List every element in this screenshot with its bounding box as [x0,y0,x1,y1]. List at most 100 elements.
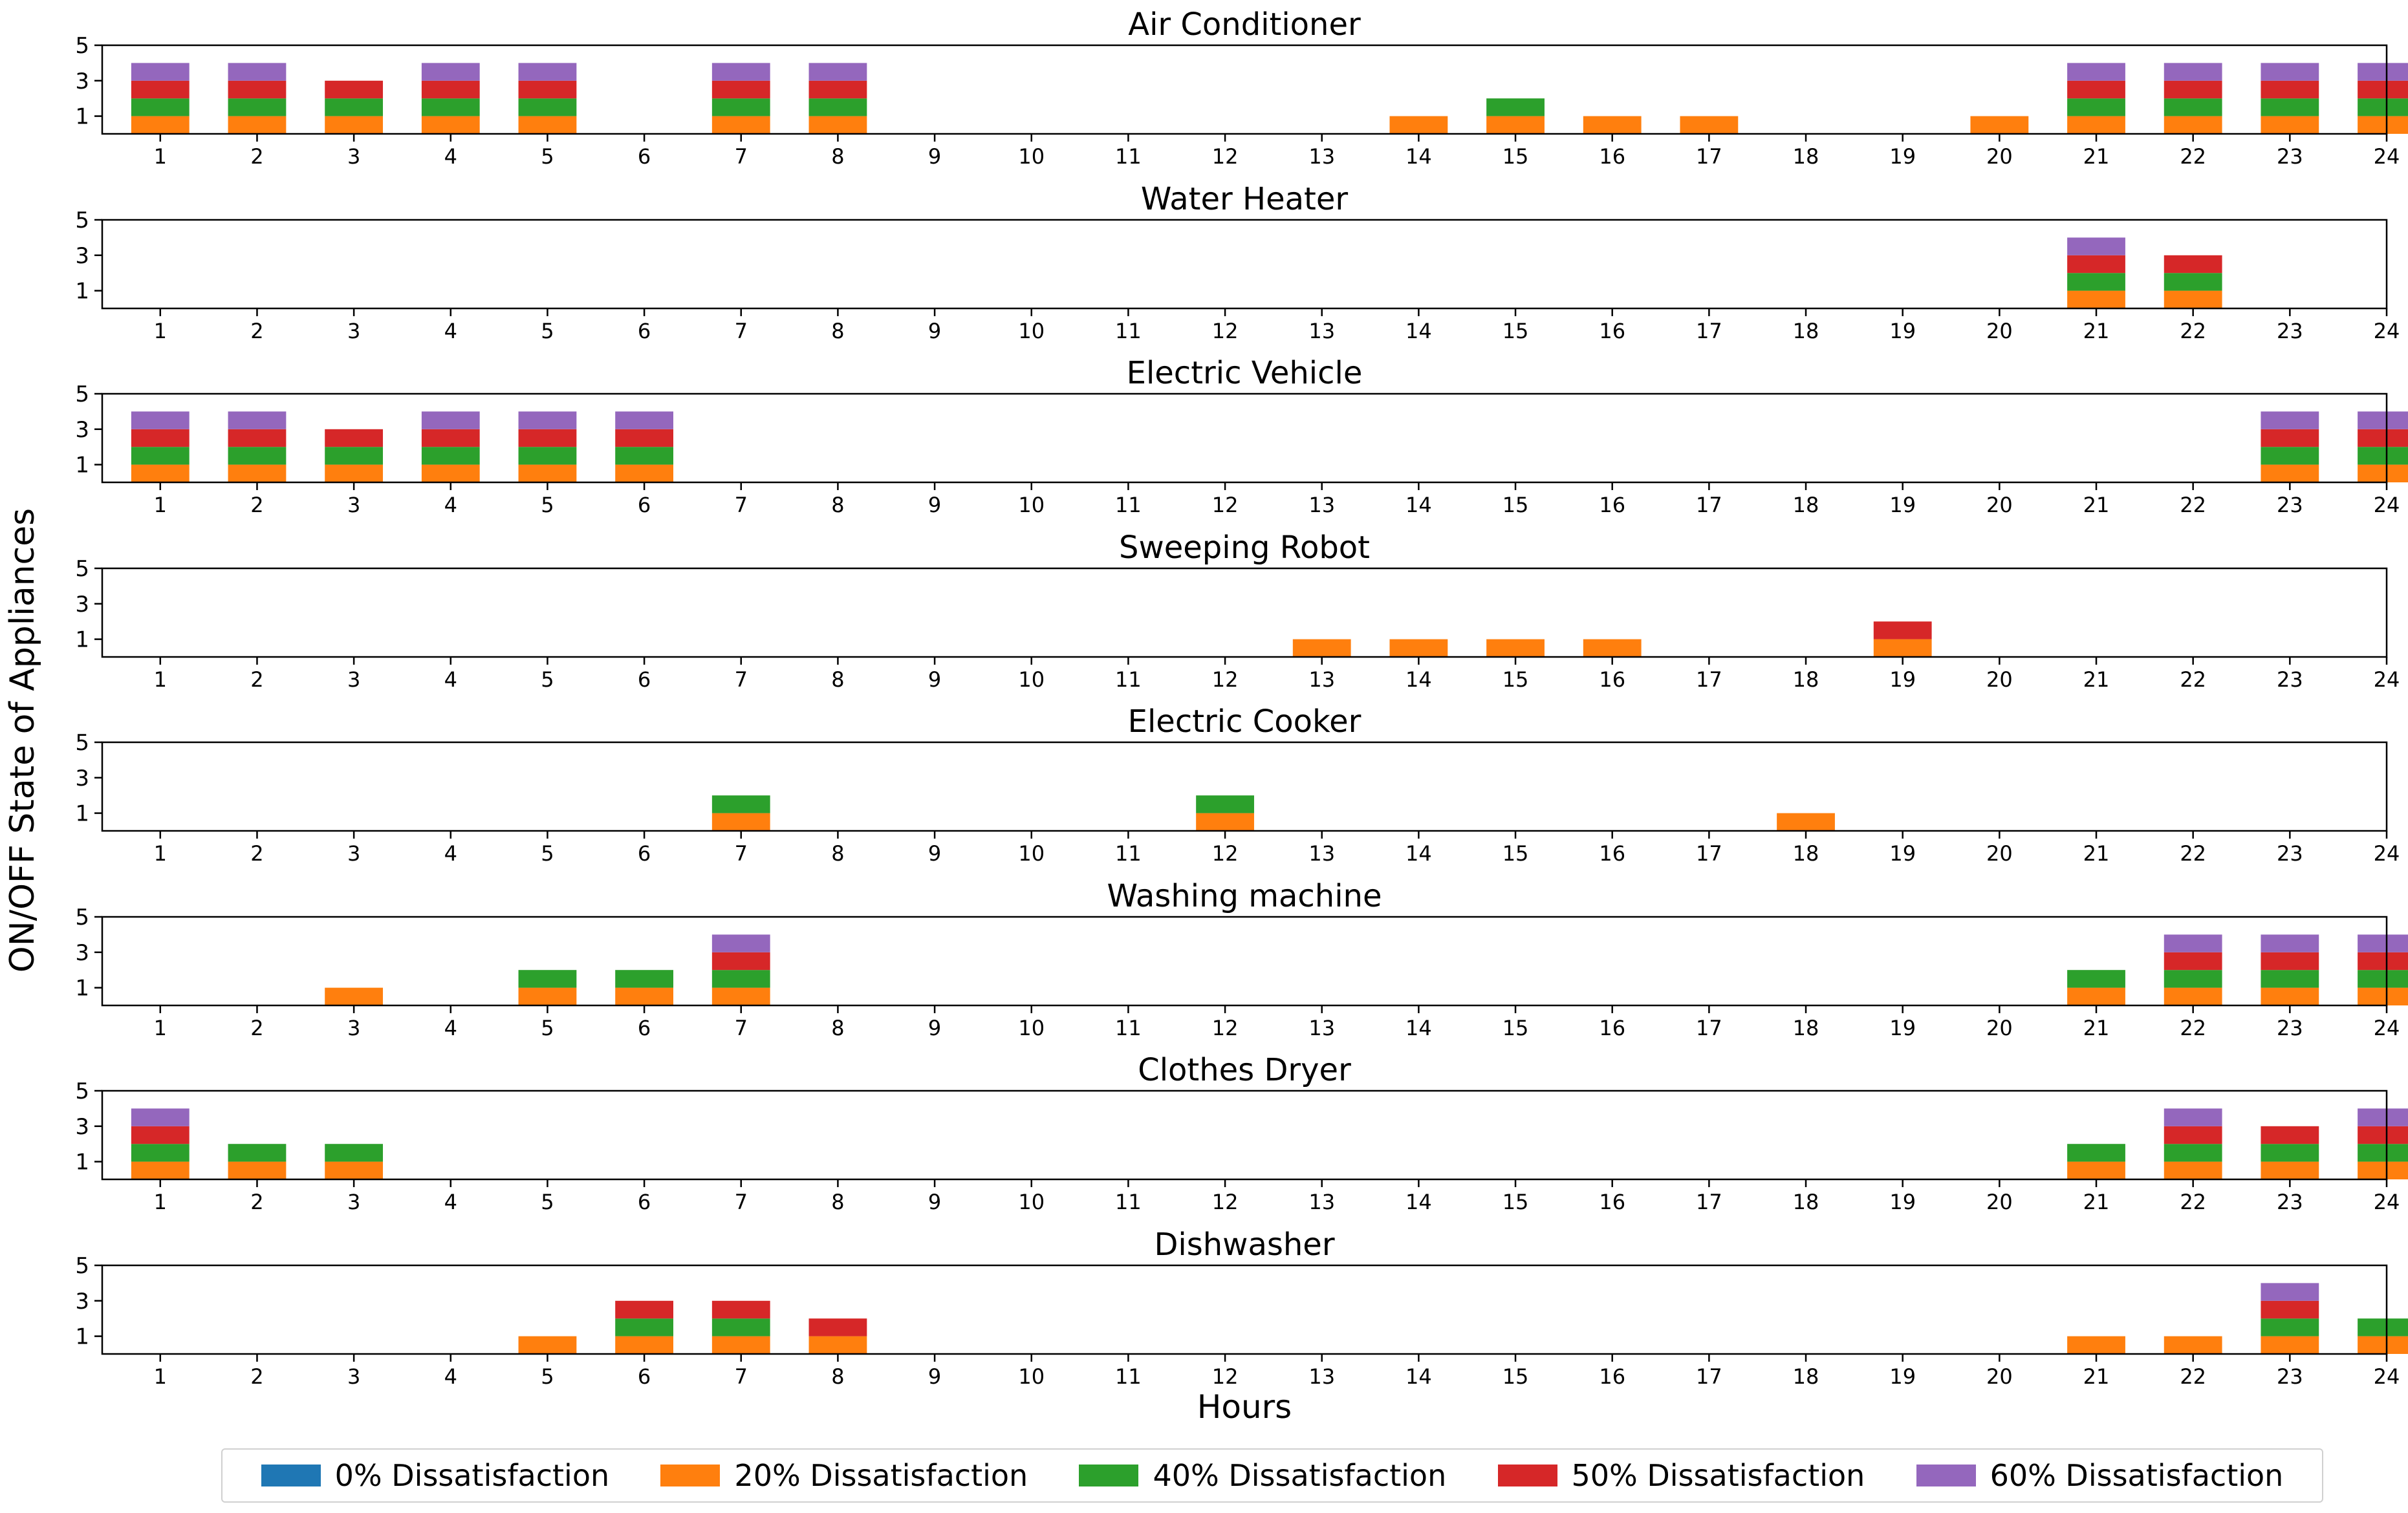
x-tick-label-clothes-dryer-10: 10 [1018,1190,1045,1214]
bar-air-conditioner-h24-50pct [2358,80,2408,99]
bar-sweeping-robot-h19-50pct [1873,621,1932,639]
bar-electric-cooker-h7-40pct [711,795,770,813]
bar-clothes-dryer-h24-60pct [2358,1108,2408,1126]
bar-dishwasher-h7-50pct [711,1300,770,1319]
bar-washing-machine-h23-40pct [2261,970,2319,988]
bar-washing-machine-h22-60pct [2164,934,2222,952]
x-tick-label-air-conditioner-5: 5 [541,144,554,169]
x-tick-label-washing-machine-21: 21 [2083,1016,2110,1040]
x-tick-label-water-heater-24: 24 [2374,319,2400,343]
x-tick-label-clothes-dryer-16: 16 [1599,1190,1625,1214]
x-tick-label-water-heater-15: 15 [1502,319,1529,343]
panel-title-water-heater: Water Heater [1141,181,1349,217]
legend-swatch-40pct [1079,1465,1139,1486]
x-tick-label-clothes-dryer-13: 13 [1308,1190,1335,1214]
bar-air-conditioner-h15-40pct [1486,98,1545,116]
x-tick-label-water-heater-16: 16 [1599,319,1625,343]
bar-electric-vehicle-h1-60pct [131,411,190,429]
legend-item-60pct: 60% Dissatisfaction [1916,1458,2283,1493]
bar-clothes-dryer-h23-20pct [2261,1161,2319,1179]
x-tick-label-dishwasher-19: 19 [1889,1364,1916,1389]
bar-air-conditioner-h21-50pct [2067,80,2125,99]
bar-air-conditioner-h23-20pct [2261,116,2319,134]
bar-washing-machine-h7-60pct [711,934,770,952]
y-tick-label-air-conditioner-3: 3 [75,69,89,94]
x-tick-label-dishwasher-9: 9 [928,1364,941,1389]
x-tick-label-clothes-dryer-4: 4 [444,1190,457,1214]
bar-electric-vehicle-h3-50pct [325,429,384,447]
x-tick-label-electric-vehicle-5: 5 [541,493,554,517]
bar-clothes-dryer-h22-60pct [2164,1108,2222,1126]
x-tick-label-electric-cooker-11: 11 [1115,841,1142,866]
x-tick-label-washing-machine-14: 14 [1405,1016,1432,1040]
x-tick-label-air-conditioner-14: 14 [1405,144,1432,169]
y-tick-label-clothes-dryer-1: 1 [75,1150,89,1175]
bar-electric-vehicle-h6-40pct [615,447,673,465]
y-tick-label-water-heater-3: 3 [75,243,89,269]
x-tick-label-air-conditioner-13: 13 [1308,144,1335,169]
x-tick-label-clothes-dryer-2: 2 [250,1190,263,1214]
x-tick-label-water-heater-12: 12 [1212,319,1239,343]
x-tick-label-dishwasher-22: 22 [2180,1364,2206,1389]
bar-air-conditioner-h21-40pct [2067,98,2125,116]
bar-electric-vehicle-h6-20pct [615,464,673,482]
x-tick-label-electric-vehicle-10: 10 [1018,493,1045,517]
legend-label-50pct: 50% Dissatisfaction [1571,1458,1865,1493]
bar-clothes-dryer-h1-60pct [131,1108,190,1126]
x-tick-label-electric-cooker-17: 17 [1696,841,1722,866]
y-tick-label-washing-machine-1: 1 [75,976,89,1002]
x-tick-label-air-conditioner-16: 16 [1599,144,1625,169]
x-tick-label-washing-machine-13: 13 [1308,1016,1335,1040]
panel-title-washing-machine: Washing machine [1107,878,1382,914]
bar-sweeping-robot-h15-20pct [1486,639,1545,657]
x-tick-label-water-heater-2: 2 [250,319,263,343]
x-tick-label-air-conditioner-3: 3 [347,144,360,169]
bar-washing-machine-h21-40pct [2067,970,2125,988]
x-tick-label-washing-machine-11: 11 [1115,1016,1142,1040]
bar-air-conditioner-h2-40pct [228,98,287,116]
x-tick-label-sweeping-robot-19: 19 [1889,667,1916,692]
bar-clothes-dryer-h1-20pct [131,1161,190,1179]
bar-air-conditioner-h1-60pct [131,63,190,81]
y-tick-label-clothes-dryer-3: 3 [75,1114,89,1140]
x-tick-label-electric-cooker-7: 7 [735,841,748,866]
x-tick-label-water-heater-19: 19 [1889,319,1916,343]
x-tick-label-air-conditioner-11: 11 [1115,144,1142,169]
bar-electric-vehicle-h24-60pct [2358,411,2408,429]
x-tick-label-air-conditioner-2: 2 [250,144,263,169]
x-tick-label-electric-vehicle-15: 15 [1502,493,1529,517]
bar-water-heater-h21-60pct [2067,237,2125,255]
bar-water-heater-h21-20pct [2067,290,2125,308]
x-tick-label-sweeping-robot-3: 3 [347,667,360,692]
bar-air-conditioner-h4-40pct [421,98,480,116]
bar-air-conditioner-h24-60pct [2358,63,2408,81]
bar-washing-machine-h7-50pct [711,952,770,971]
bar-electric-vehicle-h24-40pct [2358,447,2408,465]
x-tick-label-washing-machine-10: 10 [1018,1016,1045,1040]
bar-electric-vehicle-h24-20pct [2358,464,2408,482]
bar-electric-cooker-h18-20pct [1777,813,1835,831]
x-tick-label-sweeping-robot-17: 17 [1696,667,1722,692]
x-tick-label-sweeping-robot-12: 12 [1212,667,1239,692]
bar-air-conditioner-h7-40pct [711,98,770,116]
bar-washing-machine-h3-20pct [325,987,384,1005]
x-tick-label-air-conditioner-15: 15 [1502,144,1529,169]
bar-electric-vehicle-h5-40pct [518,447,577,465]
bar-washing-machine-h23-50pct [2261,952,2319,971]
bar-electric-vehicle-h23-20pct [2261,464,2319,482]
x-tick-label-air-conditioner-21: 21 [2083,144,2110,169]
x-tick-label-electric-cooker-18: 18 [1793,841,1819,866]
x-tick-label-dishwasher-3: 3 [347,1364,360,1389]
x-tick-label-clothes-dryer-22: 22 [2180,1190,2206,1214]
x-tick-label-sweeping-robot-23: 23 [2277,667,2303,692]
x-tick-label-electric-cooker-10: 10 [1018,841,1045,866]
x-tick-label-washing-machine-6: 6 [638,1016,651,1040]
x-tick-label-electric-cooker-23: 23 [2277,841,2303,866]
x-tick-label-dishwasher-11: 11 [1115,1364,1142,1389]
x-tick-label-washing-machine-2: 2 [250,1016,263,1040]
bar-dishwasher-h24-40pct [2358,1318,2408,1336]
bar-clothes-dryer-h3-20pct [325,1161,384,1179]
x-tick-label-dishwasher-17: 17 [1696,1364,1722,1389]
x-tick-label-electric-vehicle-12: 12 [1212,493,1239,517]
x-tick-label-clothes-dryer-9: 9 [928,1190,941,1214]
